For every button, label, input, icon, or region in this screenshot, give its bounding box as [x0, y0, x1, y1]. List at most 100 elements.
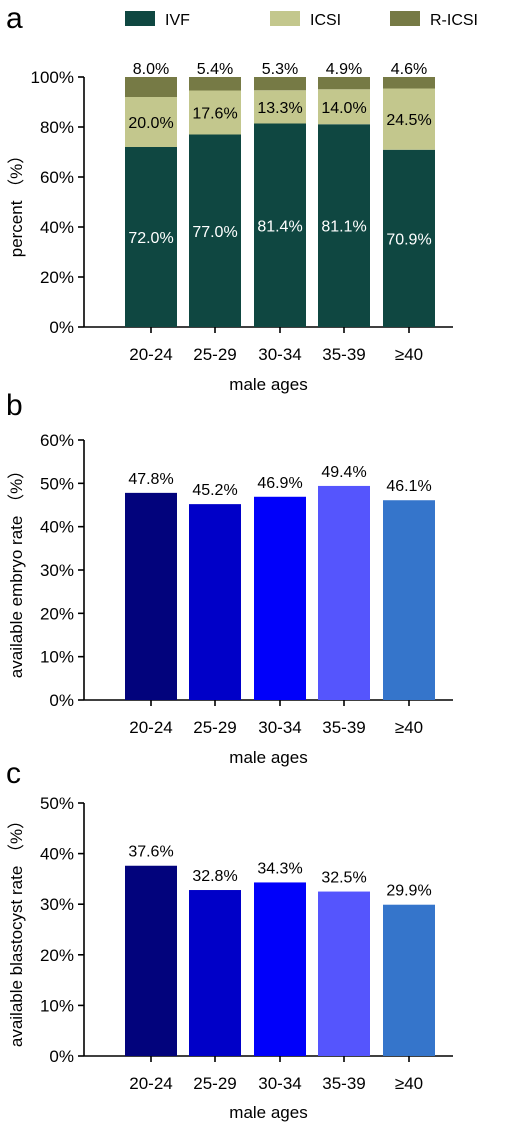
bar-segment-r-icsi	[125, 77, 177, 97]
y-tick-label: 60%	[40, 168, 74, 187]
chart-panel-b: b 0% 10% 20% 30% 40% 50% 60% 20-24 25-29 30-34 35-3…	[6, 389, 453, 767]
x-tick-label: 30-34	[258, 1074, 301, 1093]
bar	[125, 865, 177, 1056]
y-tick-label: 0%	[49, 1047, 74, 1066]
bar	[383, 500, 435, 700]
panel-label: c	[6, 757, 21, 790]
y-tick-label: 10%	[40, 996, 74, 1015]
x-tick-label: 20-24	[129, 345, 172, 364]
legend-label: ICSI	[310, 12, 341, 29]
x-tick-label: 30-34	[258, 718, 301, 737]
legend-label: IVF	[165, 12, 190, 29]
bar	[189, 890, 241, 1056]
x-axis-title: male ages	[229, 375, 307, 394]
data-label: 45.2%	[192, 482, 237, 499]
panel-label: b	[6, 389, 23, 422]
bar-segment-icsi	[254, 90, 306, 124]
y-tick-label: 50%	[40, 474, 74, 493]
bar-segment-r-icsi	[383, 77, 435, 89]
x-tick-label: ≥40	[395, 1074, 423, 1093]
x-tick-label: 25-29	[193, 345, 236, 364]
y-tick-label: 40%	[40, 218, 74, 237]
x-tick-label: ≥40	[395, 345, 423, 364]
data-label-ivf: 70.9%	[386, 231, 431, 248]
bar-segment-r-icsi	[189, 77, 241, 91]
panel-label: a	[6, 2, 23, 35]
data-label-icsi: 20.0%	[128, 115, 173, 132]
data-label-r-icsi: 4.9%	[326, 61, 362, 78]
bar-segment-ivf	[254, 123, 306, 327]
bar	[383, 904, 435, 1056]
y-tick-label: 0%	[49, 691, 74, 710]
bar	[318, 485, 370, 700]
bar	[125, 492, 177, 700]
data-label-icsi: 24.5%	[386, 112, 431, 129]
data-label: 46.9%	[257, 475, 302, 492]
data-label: 46.1%	[386, 478, 431, 495]
bar-segment-ivf	[189, 134, 241, 327]
data-label: 29.9%	[386, 883, 431, 900]
bar-segment-icsi	[318, 89, 370, 125]
y-tick-label: 80%	[40, 118, 74, 137]
data-label: 47.8%	[128, 471, 173, 488]
data-label: 34.3%	[257, 860, 302, 877]
x-tick-label: 35-39	[322, 718, 365, 737]
x-tick-label: ≥40	[395, 718, 423, 737]
chart-panel-c: c 0% 10% 20% 30% 40% 50% 20-24 25-29 30-34 35-39 ≥4…	[6, 757, 453, 1122]
y-tick-label: 100%	[31, 68, 74, 87]
data-label: 32.8%	[192, 868, 237, 885]
bar	[254, 496, 306, 700]
data-label-ivf: 77.0%	[192, 224, 237, 241]
data-label: 49.4%	[321, 464, 366, 481]
y-tick-label: 40%	[40, 845, 74, 864]
x-axis-title: male ages	[229, 748, 307, 767]
y-tick-label: 30%	[40, 561, 74, 580]
bar-segment-ivf	[383, 149, 435, 327]
bar-segment-icsi	[125, 97, 177, 147]
data-label-ivf: 81.4%	[257, 218, 302, 235]
legend-label: R-ICSI	[430, 12, 478, 29]
data-label-r-icsi: 5.4%	[197, 61, 233, 78]
x-tick-label: 20-24	[129, 1074, 172, 1093]
y-tick-label: 20%	[40, 268, 74, 287]
bar	[254, 882, 306, 1056]
data-label-r-icsi: 4.6%	[391, 61, 427, 78]
y-tick-label: 60%	[40, 431, 74, 450]
y-tick-label: 10%	[40, 648, 74, 667]
data-label-ivf: 81.1%	[321, 219, 366, 236]
bar-segment-icsi	[383, 88, 435, 150]
data-label: 37.6%	[128, 844, 173, 861]
x-tick-label: 20-24	[129, 718, 172, 737]
y-axis-title: available embryo rate （%）	[7, 462, 26, 678]
bar-segment-r-icsi	[318, 77, 370, 90]
y-tick-label: 20%	[40, 946, 74, 965]
bar	[318, 891, 370, 1056]
data-label-r-icsi: 8.0%	[133, 61, 169, 78]
data-label-icsi: 14.0%	[321, 100, 366, 117]
y-tick-label: 0%	[49, 318, 74, 337]
y-axis-title: percent （%）	[7, 147, 26, 258]
data-label-icsi: 13.3%	[257, 100, 302, 117]
data-label-icsi: 17.6%	[192, 106, 237, 123]
data-label: 32.5%	[321, 870, 366, 887]
x-tick-label: 30-34	[258, 345, 301, 364]
data-label-ivf: 72.0%	[128, 230, 173, 247]
x-tick-label: 25-29	[193, 1074, 236, 1093]
x-axis-title: male ages	[229, 1103, 307, 1122]
bar-segment-ivf	[318, 124, 370, 327]
x-tick-label: 35-39	[322, 1074, 365, 1093]
x-tick-label: 35-39	[322, 345, 365, 364]
chart-panel-a: a 0% 20% 40% 60% 80% 100% 20-24 25-29 30-34 35-39 ≥…	[6, 2, 478, 394]
bar-segment-icsi	[189, 90, 241, 135]
legend-swatch-ivf	[125, 11, 155, 26]
bar	[189, 504, 241, 700]
y-tick-label: 20%	[40, 604, 74, 623]
y-tick-label: 30%	[40, 895, 74, 914]
legend-swatch-icsi	[270, 11, 300, 26]
bar-segment-r-icsi	[254, 77, 306, 91]
x-tick-label: 25-29	[193, 718, 236, 737]
y-tick-label: 50%	[40, 794, 74, 813]
data-label-r-icsi: 5.3%	[262, 61, 298, 78]
y-axis-title: available blastocyst rate （%）	[7, 812, 26, 1047]
